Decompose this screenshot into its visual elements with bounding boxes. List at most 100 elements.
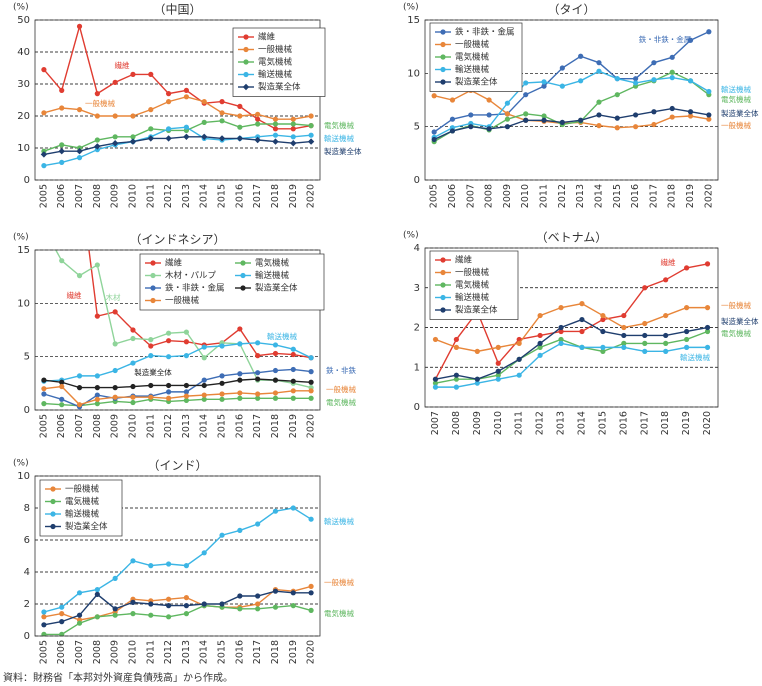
data-point [148,337,154,343]
data-point [290,351,296,358]
data-point [59,87,65,93]
data-point [642,285,648,291]
legend-marker [150,272,156,279]
data-point [218,135,226,142]
data-point [41,226,46,231]
y-axis-unit: (%) [13,3,29,13]
annotation: 繊維 [115,60,130,70]
x-tick-label: 2020 [306,184,317,208]
data-point [59,396,65,402]
plot-frame [34,19,321,181]
data-point [431,93,437,99]
data-point [94,262,100,268]
data-point [94,113,100,119]
data-point [41,622,47,628]
data-point [432,336,439,343]
data-point [449,97,456,103]
data-point [537,312,543,319]
data-point [237,326,243,332]
data-point [76,373,83,379]
plot-frame [34,475,321,637]
x-tick-label: 2007 [430,411,441,435]
data-point [663,277,669,283]
data-point [59,619,65,625]
data-point [58,148,65,155]
data-point [41,377,47,383]
data-point [537,352,543,358]
x-tick-label: 2011 [145,414,156,438]
plot-area [40,23,315,169]
y-tick-label: 5 [24,352,30,363]
legend-marker [440,54,446,60]
data-point [201,382,207,389]
data-point [614,115,620,121]
data-point [165,614,172,620]
data-point [165,596,172,602]
legend-box [139,253,325,311]
data-point [130,134,136,140]
data-point [165,99,172,105]
data-point [130,611,136,617]
data-point [308,590,314,596]
legend-label: 一般機械 [65,484,100,495]
data-point [651,109,657,115]
data-point [41,609,47,615]
data-point [290,126,296,132]
plot-area [41,226,314,410]
data-point [600,328,606,335]
data-point [663,348,669,354]
annotation: 鉄・非鉄 [326,365,356,375]
x-tick-label: 2015 [217,640,228,664]
data-point [94,401,100,407]
y-tick-label: 5 [414,122,420,133]
x-tick-label: 2012 [163,640,174,664]
annotation: 輸送機械 [680,352,710,362]
x-tick-label: 2010 [520,184,531,208]
y-tick-label: 30 [17,79,30,90]
data-point [449,116,456,122]
annotation: 一般機械 [324,577,354,587]
data-point [255,606,261,612]
data-point [272,342,279,348]
data-point [541,79,547,85]
annotation: 電気機械 [721,328,751,338]
x-tick-label: 2020 [306,640,317,664]
x-tick-label: 2014 [199,640,210,664]
data-point [148,126,154,132]
y-tick-label: 0 [24,405,30,416]
data-point [495,344,501,350]
data-point [59,159,65,165]
plot-area [431,29,712,145]
data-point [254,136,261,144]
annotation: 電気機械 [326,397,356,407]
legend-marker [240,285,246,291]
annotation: 輸送機械 [267,331,297,341]
x-tick-label: 2011 [539,184,550,208]
data-point [94,373,100,379]
x-tick-label: 2015 [597,411,608,435]
annotation: 一般機械 [85,98,115,108]
annotation: 鉄・非鉄・金属 [639,34,692,44]
data-point [94,313,100,319]
data-point [621,344,627,350]
data-point [272,367,279,374]
legend-label: 繊維 [455,255,473,266]
plot-area [41,505,314,636]
data-point [290,346,296,352]
data-point [76,612,83,618]
data-point [307,138,315,145]
chart-title: （インドネシア） [129,233,225,247]
data-point [183,382,190,389]
data-point [621,312,627,319]
data-point [578,117,584,123]
legend-marker [440,29,446,35]
data-point [183,595,190,601]
data-point [272,126,279,132]
data-point [290,121,296,127]
legend-label: 電気機械 [455,280,490,291]
series-line [435,330,708,384]
data-point [290,134,296,140]
legend-marker [50,486,56,492]
data-point [704,305,711,311]
data-point [600,312,606,319]
